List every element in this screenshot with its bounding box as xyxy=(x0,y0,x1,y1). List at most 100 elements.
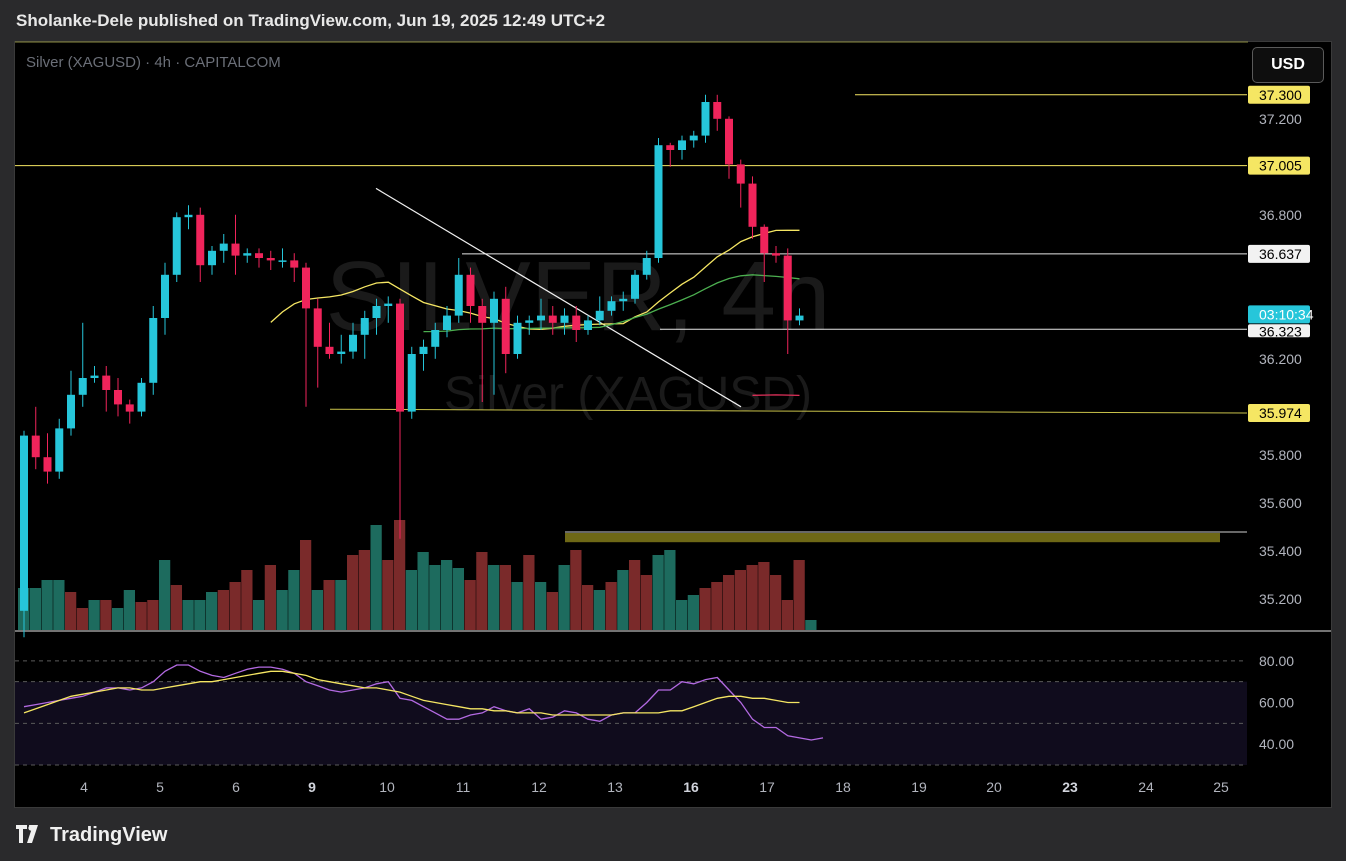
candle-body xyxy=(642,258,651,275)
candle-body xyxy=(607,301,616,311)
rsi-line xyxy=(23,664,824,741)
candle-body xyxy=(572,315,581,330)
time-tick-label: 16 xyxy=(683,779,699,795)
candle-body xyxy=(443,315,451,330)
volume-bar xyxy=(570,550,582,630)
candle-body xyxy=(795,315,804,321)
volume-bar xyxy=(605,582,617,630)
volume-bar xyxy=(711,582,723,630)
candle-body xyxy=(760,226,769,254)
tradingview-logo-icon[interactable] xyxy=(16,825,46,843)
rsi-tick-label: 40.00 xyxy=(1259,736,1294,752)
price-tick-label: 35.400 xyxy=(1259,543,1302,559)
time-tick-label: 17 xyxy=(759,779,775,795)
candle-body xyxy=(701,102,710,136)
candle-body xyxy=(372,306,381,318)
candle-body xyxy=(513,322,522,354)
demand-zone xyxy=(565,533,1220,543)
candle-body xyxy=(290,260,299,268)
candle-body xyxy=(525,320,534,323)
candle-body xyxy=(149,318,158,383)
volume-bar xyxy=(676,600,688,630)
volume-bar xyxy=(76,608,88,630)
brand-name[interactable]: TradingView xyxy=(50,824,168,846)
candle-body xyxy=(90,375,99,378)
candle-body xyxy=(266,258,275,261)
candle-body xyxy=(654,145,663,258)
volume-bar xyxy=(488,565,500,630)
price-label-box xyxy=(1248,85,1310,104)
fast-moving-average xyxy=(270,229,800,331)
candle-body xyxy=(783,255,792,321)
candle-body xyxy=(419,346,428,354)
candle-body xyxy=(114,390,122,405)
support-line xyxy=(329,408,1248,414)
candle-body xyxy=(55,428,64,472)
volume-bar xyxy=(429,565,441,630)
candle-body xyxy=(501,298,510,354)
candle-body xyxy=(396,303,404,412)
volume-bar xyxy=(441,560,453,630)
volume-bar xyxy=(300,540,312,630)
volume-bar xyxy=(241,570,253,630)
volume-bar xyxy=(323,580,335,630)
candle-body xyxy=(255,253,263,258)
time-tick-label: 10 xyxy=(379,779,395,795)
volume-bar xyxy=(88,600,100,630)
price-tick-label: 36.200 xyxy=(1259,351,1302,367)
candle-body xyxy=(689,135,698,141)
rsi-tick-label: 60.00 xyxy=(1259,695,1294,711)
candle-body xyxy=(43,457,52,472)
candle-body xyxy=(454,274,463,316)
candle-body xyxy=(560,315,569,323)
volume-bar xyxy=(593,590,605,630)
price-label-text: 37.300 xyxy=(1259,87,1302,103)
volume-bar xyxy=(288,570,300,630)
volume-bar xyxy=(29,588,41,630)
volume-bar xyxy=(417,552,429,630)
candle-body xyxy=(231,243,240,256)
candle-body xyxy=(20,435,28,611)
candle-body xyxy=(349,334,357,352)
volume-bar xyxy=(687,595,699,630)
volume-bar xyxy=(65,592,77,630)
candle-body xyxy=(595,310,604,321)
volume-bar xyxy=(159,560,171,630)
currency-button[interactable]: USD xyxy=(1252,47,1324,83)
time-tick-label: 13 xyxy=(607,779,623,795)
volume-bar xyxy=(664,550,676,630)
rsi-ma-line xyxy=(23,670,800,716)
time-tick-label: 4 xyxy=(80,779,88,795)
slow-moving-average xyxy=(423,274,800,333)
time-tick-label: 9 xyxy=(308,779,316,795)
volume-bar xyxy=(253,600,265,630)
candle-body xyxy=(313,308,322,347)
candle-body xyxy=(278,260,287,262)
volume-bar xyxy=(217,590,229,630)
publisher-text: Sholanke-Dele published on TradingView.c… xyxy=(16,11,606,30)
candle-body xyxy=(725,118,733,165)
volume-bar xyxy=(464,580,476,630)
candle-body xyxy=(337,351,346,354)
volume-bar xyxy=(264,565,276,630)
volume-bar xyxy=(147,600,159,630)
time-tick-label: 23 xyxy=(1062,779,1078,795)
candle-body xyxy=(125,404,134,412)
price-label-text: 36.637 xyxy=(1259,246,1302,262)
candle-body xyxy=(161,274,169,318)
chart-frame[interactable] xyxy=(14,41,1332,808)
volume-bar xyxy=(311,590,323,630)
candle-body xyxy=(631,274,639,299)
volume-bar xyxy=(805,620,817,630)
volume-bar xyxy=(112,608,124,630)
time-tick-label: 19 xyxy=(911,779,927,795)
volume-bar xyxy=(394,520,406,630)
time-tick-label: 6 xyxy=(232,779,240,795)
candle-body xyxy=(748,183,757,227)
price-tick-label: 35.600 xyxy=(1259,495,1302,511)
candle-body xyxy=(619,298,628,302)
candle-body xyxy=(431,330,440,347)
price-tick-label: 36.800 xyxy=(1259,207,1302,223)
volume-bar xyxy=(499,565,511,630)
